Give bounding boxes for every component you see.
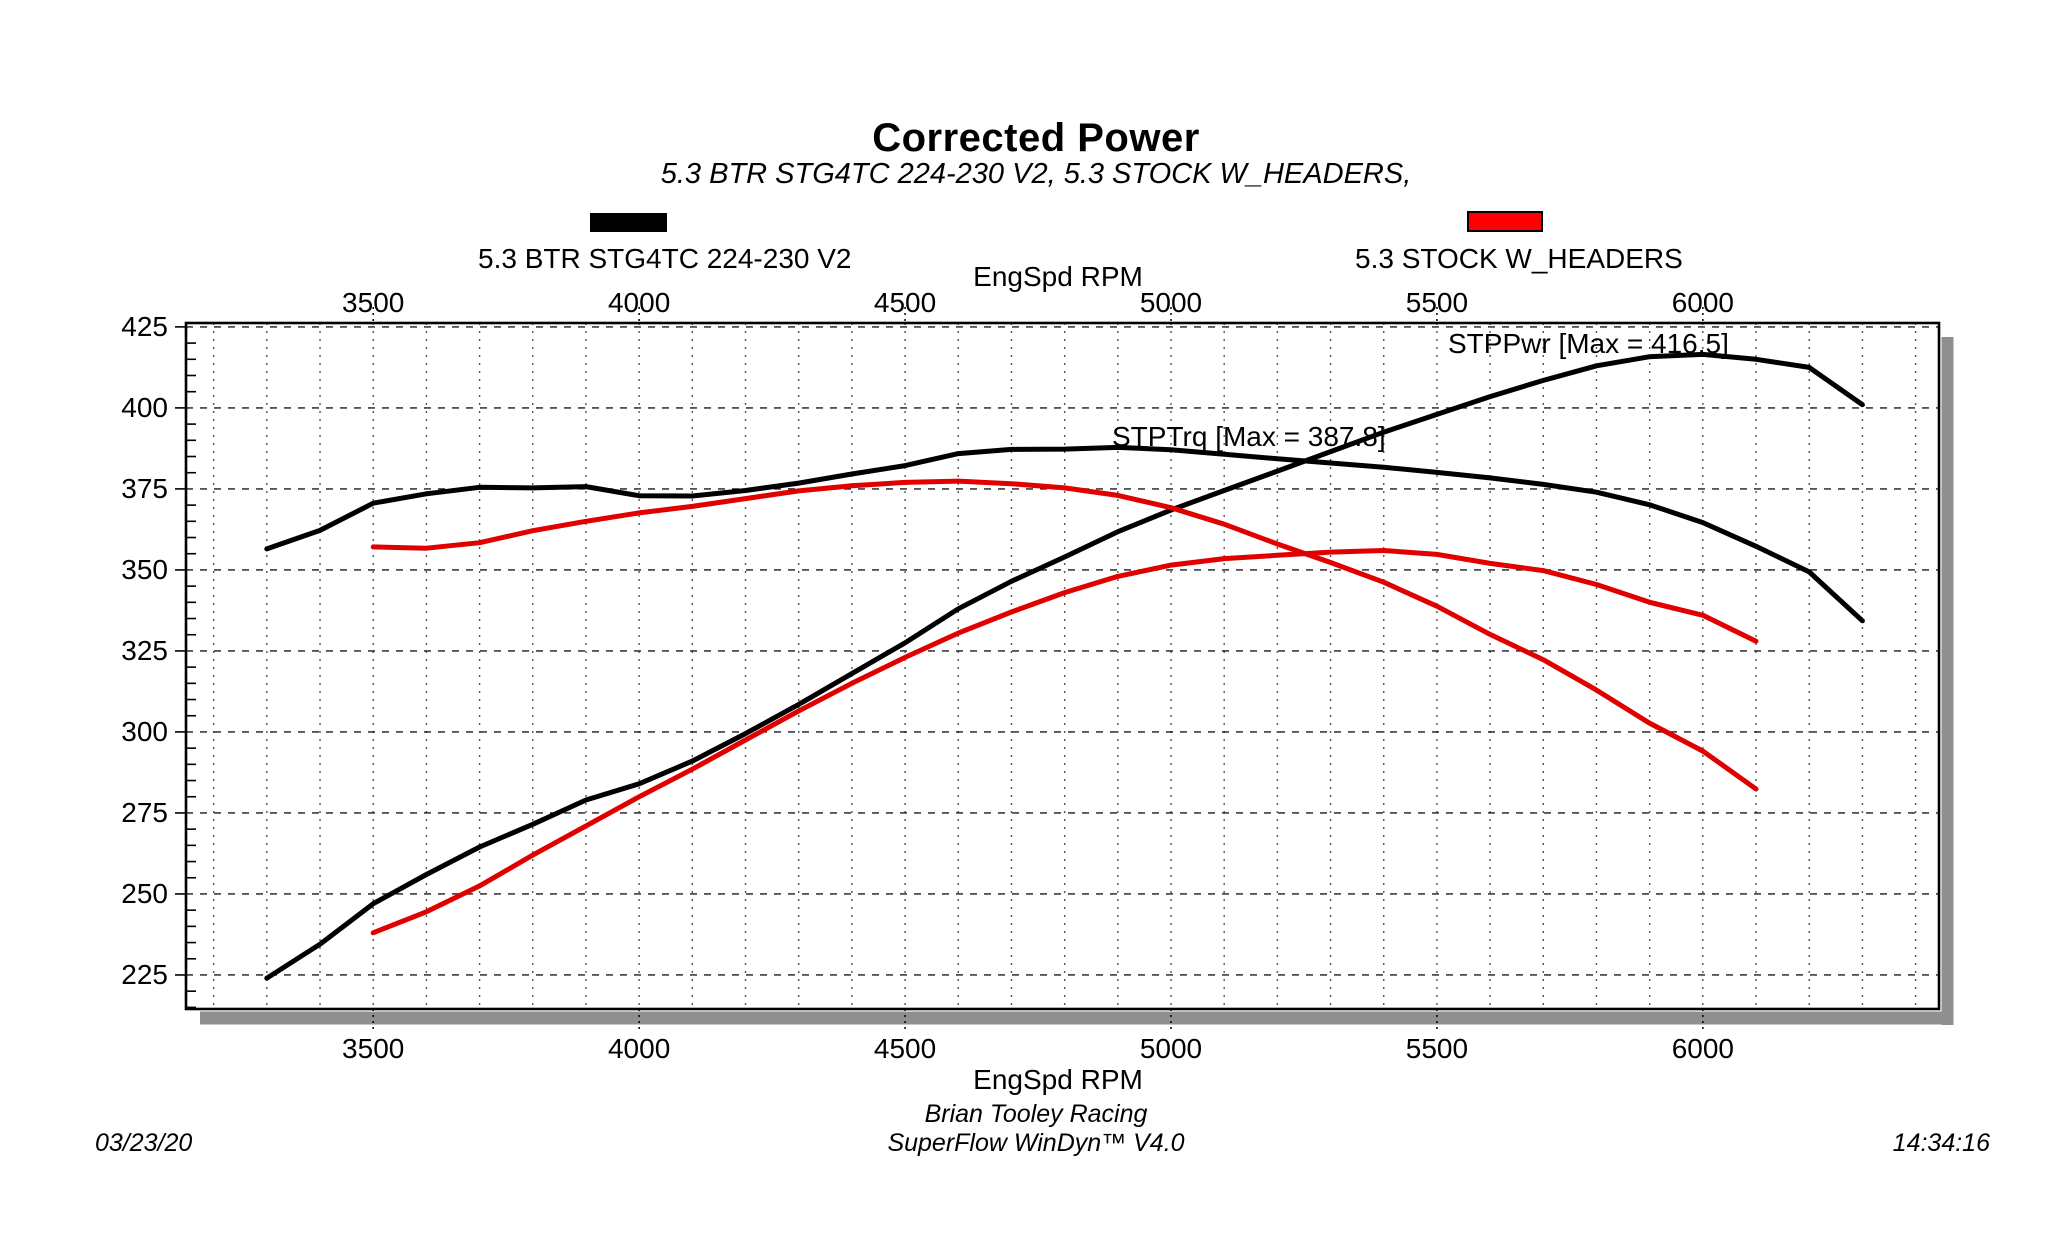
x-tick-label-bottom-4500: 4500 — [873, 1033, 937, 1064]
curve-stppwr-stock — [370, 548, 1759, 936]
curve-stptrq-btr — [264, 444, 1865, 624]
x-tick-label-top-6000: 6000 — [1671, 287, 1734, 318]
y-tick-label-350: 350 — [121, 553, 168, 585]
page-title: Corrected Power — [872, 116, 1200, 160]
x-tick-label-top-5000: 5000 — [1139, 287, 1203, 318]
annotation-stppwr-max: STPPwr [Max = 416.5] — [1448, 328, 1729, 359]
footer-org: Brian Tooley Racing — [924, 1100, 1148, 1128]
x-tick-label-bottom-5000: 5000 — [1139, 1033, 1203, 1064]
page-subtitle: 5.3 BTR STG4TC 224-230 V2, 5.3 STOCK W_H… — [660, 158, 1412, 190]
y-tick-label-400: 400 — [121, 391, 168, 423]
plot-background — [186, 323, 1939, 1009]
y-tick-label-225: 225 — [121, 958, 168, 990]
x-axis-label-bottom: EngSpd RPM — [973, 1064, 1143, 1095]
x-tick-label-top-4500: 4500 — [873, 287, 937, 318]
plot-shadow-bottom — [200, 1011, 1952, 1025]
curve-stptrq-stock — [370, 478, 1759, 792]
y-tick-label-375: 375 — [121, 472, 168, 504]
y-tick-label-275: 275 — [121, 796, 168, 828]
footer-time: 14:34:16 — [1892, 1129, 1990, 1157]
legend-stock: 5.3 STOCK W_HEADERS — [1355, 211, 1683, 275]
x-tick-label-top-4000: 4000 — [607, 287, 671, 318]
y-tick-label-325: 325 — [121, 634, 168, 666]
x-axis-label-top: EngSpd RPM — [973, 261, 1143, 292]
x-tick-label-bottom-6000: 6000 — [1671, 1033, 1734, 1064]
x-tick-label-top-3500: 3500 — [342, 287, 405, 318]
x-tick-label-bottom-4000: 4000 — [607, 1033, 671, 1064]
curve-stppwr-btr — [264, 351, 1865, 981]
legend-stock-label: 5.3 STOCK W_HEADERS — [1355, 243, 1683, 274]
legend-btr-color-swatch — [589, 213, 667, 232]
y-tick-label-300: 300 — [121, 715, 168, 747]
annotation-stptrq-max: STPTrq [Max = 387.8] — [1112, 421, 1386, 452]
x-tick-label-bottom-3500: 3500 — [342, 1033, 405, 1064]
y-tick-label-250: 250 — [121, 877, 168, 909]
footer-date: 03/23/20 — [95, 1129, 193, 1157]
footer-software: SuperFlow WinDyn™ V4.0 — [887, 1129, 1185, 1157]
legend-stock-color-swatch — [1467, 211, 1543, 232]
x-tick-label-bottom-5500: 5500 — [1405, 1033, 1469, 1064]
plot-shadow-right — [1941, 337, 1954, 1025]
x-tick-label-top-5500: 5500 — [1405, 287, 1469, 318]
y-tick-label-425: 425 — [121, 310, 168, 342]
plot-frame — [184, 321, 1941, 1011]
